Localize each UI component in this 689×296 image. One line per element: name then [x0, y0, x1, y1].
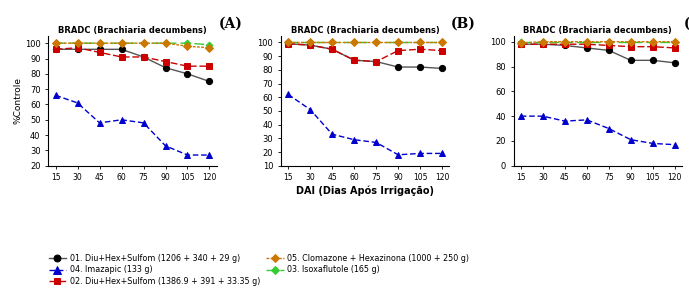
Title: BRADC (Brachiaria decumbens): BRADC (Brachiaria decumbens)	[291, 26, 440, 35]
Legend: 01. Diu+Hex+Sulfom (1206 + 340 + 29 g), 04. Imazapic (133 g), 02. Diu+Hex+Sulfom: 01. Diu+Hex+Sulfom (1206 + 340 + 29 g), …	[45, 251, 473, 289]
Text: (C): (C)	[683, 16, 689, 30]
Title: BRADC (Brachiaria decumbens): BRADC (Brachiaria decumbens)	[58, 26, 207, 35]
Title: BRADC (Brachiaria decumbens): BRADC (Brachiaria decumbens)	[524, 26, 672, 35]
Text: (B): (B)	[451, 16, 476, 30]
X-axis label: DAI (Dias Após Irrigação): DAI (Dias Após Irrigação)	[296, 185, 434, 196]
Y-axis label: %Controle: %Controle	[13, 77, 22, 124]
Text: (A): (A)	[218, 16, 243, 30]
